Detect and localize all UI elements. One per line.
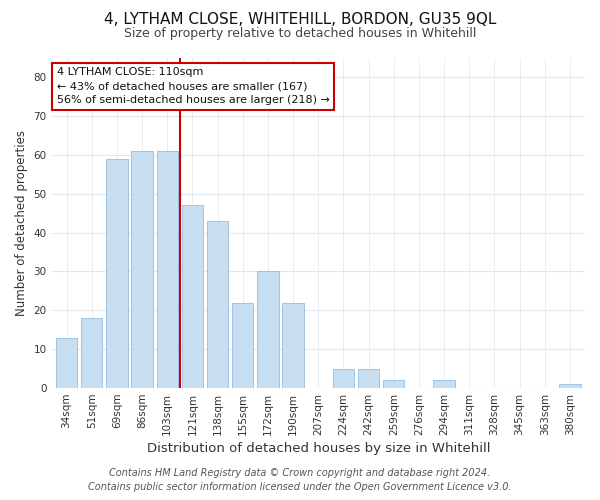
Bar bbox=[157, 151, 178, 388]
Text: Contains HM Land Registry data © Crown copyright and database right 2024.
Contai: Contains HM Land Registry data © Crown c… bbox=[88, 468, 512, 492]
Text: 4, LYTHAM CLOSE, WHITEHILL, BORDON, GU35 9QL: 4, LYTHAM CLOSE, WHITEHILL, BORDON, GU35… bbox=[104, 12, 496, 28]
Bar bbox=[81, 318, 103, 388]
Bar bbox=[358, 368, 379, 388]
Bar bbox=[182, 206, 203, 388]
Bar bbox=[131, 151, 153, 388]
Bar bbox=[559, 384, 581, 388]
Bar bbox=[383, 380, 404, 388]
Text: Size of property relative to detached houses in Whitehill: Size of property relative to detached ho… bbox=[124, 28, 476, 40]
X-axis label: Distribution of detached houses by size in Whitehill: Distribution of detached houses by size … bbox=[146, 442, 490, 455]
Bar bbox=[207, 221, 229, 388]
Text: 4 LYTHAM CLOSE: 110sqm
← 43% of detached houses are smaller (167)
56% of semi-de: 4 LYTHAM CLOSE: 110sqm ← 43% of detached… bbox=[57, 68, 330, 106]
Bar bbox=[56, 338, 77, 388]
Bar bbox=[433, 380, 455, 388]
Bar bbox=[232, 302, 253, 388]
Y-axis label: Number of detached properties: Number of detached properties bbox=[15, 130, 28, 316]
Bar bbox=[257, 272, 278, 388]
Bar bbox=[283, 302, 304, 388]
Bar bbox=[333, 368, 354, 388]
Bar bbox=[106, 158, 128, 388]
